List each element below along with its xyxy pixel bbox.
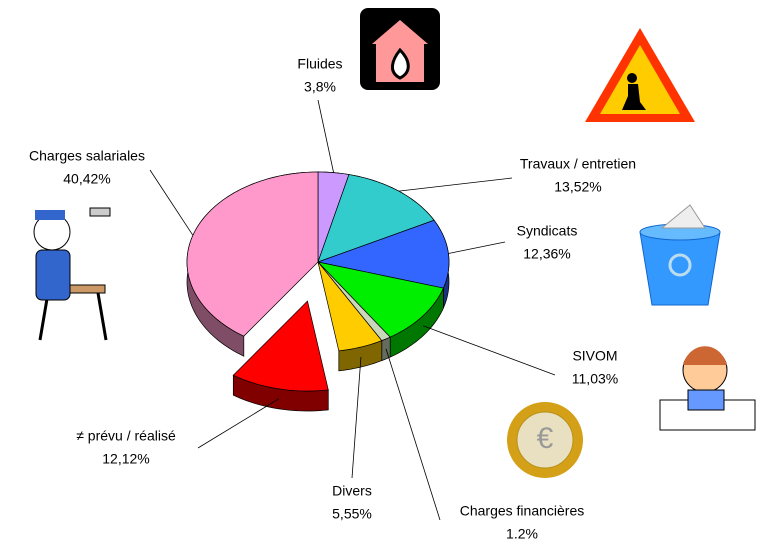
value-label: 12,12% [102,451,149,467]
category-label: Syndicats [517,223,578,239]
chart: € Fluides 3,8% Travaux / entretien 13,52% Sy… [0,0,765,540]
value-label: 11,03% [572,371,618,387]
category-label: ≠ prévu / réalisé [76,428,176,444]
category-label: Divers [332,483,372,499]
leader-line [423,326,555,375]
leader-line [198,399,279,448]
value-label: 3,8% [304,79,336,95]
leader-line [399,178,512,191]
value-label: 13,52% [554,179,601,195]
kid-icon [660,346,755,430]
value-label: 5,55% [332,506,372,522]
roadwork-icon [585,28,695,122]
value-label: 1.2% [506,526,538,540]
value-label: 12,36% [523,246,570,262]
category-label: Charges financières [460,503,585,519]
leader-line [352,357,361,478]
leader-line [448,242,505,254]
painter-icon [34,208,110,340]
coin-symbol: € [537,422,554,455]
leader-line [150,170,193,235]
fire-icon [360,8,440,90]
leader-line [318,100,334,173]
category-label: Fluides [297,56,342,72]
value-label: 40,42% [63,171,110,187]
category-label: Charges salariales [29,148,145,164]
category-label: Travaux / entretien [520,156,636,172]
coin-icon: € [507,402,583,478]
bin-icon [640,205,720,305]
leader-line [386,349,440,520]
category-label: SIVOM [572,348,617,364]
